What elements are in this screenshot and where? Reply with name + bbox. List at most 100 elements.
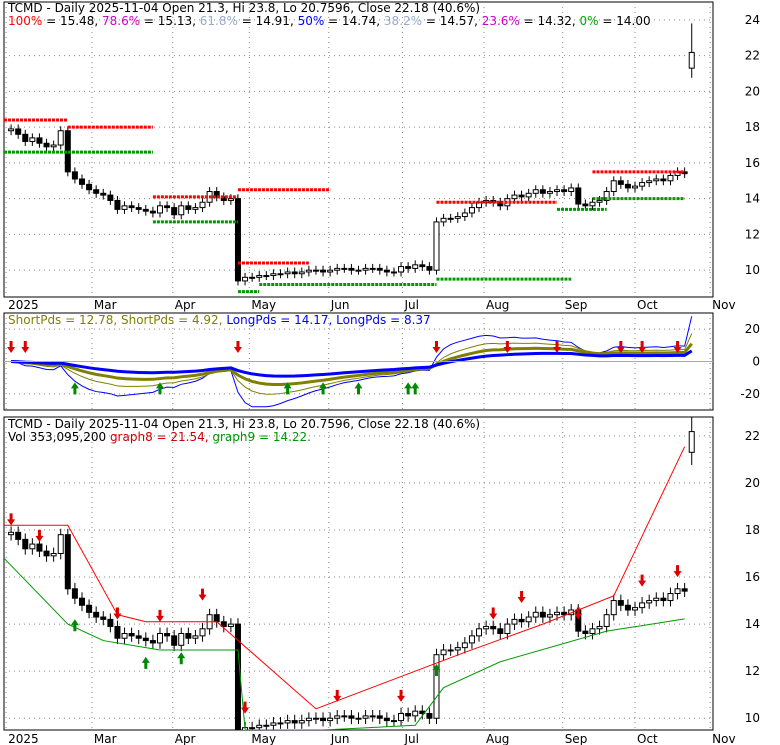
candle-body [298,271,305,275]
candle-body [447,649,454,652]
candle-body [575,187,582,205]
price-panel-x-axis: 2025 Mar Apr May Jun Jul Aug Sep Oct Nov [8,298,735,312]
candle-body [398,713,405,722]
candle-body [270,722,277,726]
candle-body [632,607,639,611]
candle-body [78,597,85,606]
candle-body [334,267,341,271]
candle-body [511,194,518,200]
sell-arrow [574,607,583,620]
candle-body [29,543,36,550]
candle-body [582,203,589,207]
candle-body [199,201,206,209]
candle-body [334,715,341,719]
signal-panel-x-axis: 2025 Mar Apr May Jun Jul Aug Sep Oct Nov [8,732,735,745]
candle-body [341,715,348,718]
candle-body [405,266,412,269]
signal-panel-y-axis: 22 20 18 16 14 12 10 [745,429,760,725]
sell-arrow [503,341,512,354]
fibonacci-legend: 100% = 15.48, 78.6% = 15.13, 61.8% = 14.… [8,14,651,28]
candle-body [291,271,298,275]
long-pds-fast-line [10,316,693,408]
candle-body [171,207,178,216]
x-tick-label: May [251,732,276,745]
sell-arrow [397,689,406,702]
y-tick-label: 0 [752,355,760,369]
graph9-line [4,557,685,730]
candle-body [376,715,383,719]
fib-level-value: = 15.13, [140,14,200,28]
y-tick-label: 20 [745,84,760,98]
candle-body [320,269,327,273]
candle-body [93,611,100,618]
candle-body [639,182,646,187]
fib-level-label: 100% [8,14,42,28]
candle-body [263,724,270,727]
candle-body [107,618,114,627]
indicator-panel-y-axis: 20 0 -20 [740,322,760,401]
y-tick-label: 22 [745,429,760,443]
candle-body [483,625,490,630]
candle-body [121,205,128,210]
candle-body [164,633,171,637]
candle-body [213,614,220,623]
x-tick-label: Sep [565,298,588,312]
y-tick-label: 24 [745,13,760,27]
candle-body [554,611,561,616]
short-pds-fast-line [11,333,693,395]
candle-body [149,210,156,214]
short-pds-slow-line [11,342,693,386]
candle-body [688,431,695,453]
candle-body [29,137,36,142]
candle-body [539,189,546,194]
sell-arrow [553,341,562,354]
candle-body [617,180,624,185]
signal-panel-header: TCMD - Daily 2025-11-04 Open 21.3, Hi 23… [7,417,480,431]
candle-body [653,597,660,602]
candle-body [199,628,206,637]
fib-level-label: 78.6% [102,14,140,28]
fib-level-label: 38.2% [384,14,422,28]
fib-level-value: = 14.91, [238,14,298,28]
sell-arrow [333,689,342,702]
candle-body [362,715,369,719]
y-tick-label: -20 [740,387,760,401]
buy-arrow [404,382,413,395]
candle-body [71,171,78,180]
candle-body [57,130,64,146]
x-tick-label: Jul [403,298,418,312]
candle-body [192,207,199,210]
candle-body [348,715,355,719]
x-tick-label: 2025 [8,732,39,745]
candle-body [36,137,43,144]
y-tick-label: 16 [745,156,760,170]
y-tick-label: 20 [745,476,760,490]
candle-body [312,717,319,720]
candle-body [57,534,64,554]
candle-body [149,640,156,644]
candle-body [539,611,546,618]
x-tick-label: Aug [486,732,509,745]
candle-body [674,588,681,595]
x-tick-label: Aug [486,298,509,312]
x-tick-label: Jul [403,732,418,745]
candle-body [596,625,603,630]
candle-body [490,625,497,630]
sell-arrow [489,607,498,620]
candle-body [632,185,639,189]
buy-arrow [70,382,79,395]
candle-body [107,194,114,201]
candle-body [667,174,674,182]
x-tick-label: Sep [565,732,588,745]
buy-arrow [354,382,363,395]
candle-body [681,588,688,592]
candle-body [291,720,298,724]
candle-body [114,199,121,210]
price-panel-frame [3,1,714,298]
price-panel-y-axis: 24 22 20 18 16 14 12 10 [745,13,760,277]
candle-body [156,205,163,214]
sell-arrow [432,341,441,354]
sell-arrow [7,513,16,526]
buy-arrow [141,656,150,669]
